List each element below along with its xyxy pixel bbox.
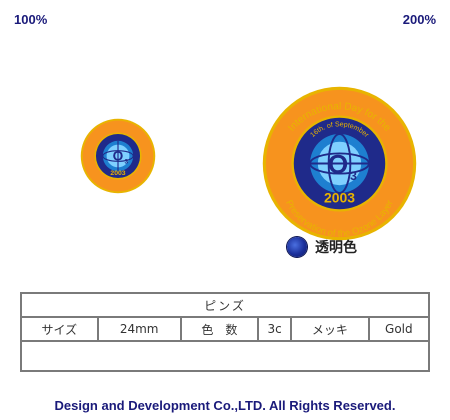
badge-graphic: International Day for the Preservation o… [262,86,417,241]
badge-year: 2003 [324,189,355,205]
swatch-label: 透明色 [315,240,357,256]
zoom-100-label: 100% [14,12,48,27]
plating-value: Gold [367,316,431,342]
badge-200: International Day for the Preservation o… [262,86,417,241]
spec-empty-row [20,340,430,372]
badge-center-subscript: 3 [350,169,357,183]
badge-100: O 3 2003 [80,118,156,194]
copyright-footer: Design and Development Co.,LTD. All Righ… [54,398,396,413]
transparent-color-swatch [287,237,307,257]
color-count-label: 色 数 [179,316,260,342]
plating-label: メッキ [290,316,370,342]
svg-text:O: O [113,149,124,164]
color-swatch-row: 透明色 [287,237,357,257]
size-label: サイズ [20,316,99,342]
zoom-200-label: 200% [402,12,436,27]
color-count-value: 3c [257,316,293,342]
svg-text:3: 3 [124,159,128,166]
spec-title: ピンズ [20,292,430,318]
badge-graphic: O 3 2003 [80,118,156,194]
spec-table: ピンズ サイズ 24mm 色 数 3c メッキ Gold [20,292,431,372]
size-value: 24mm [96,316,182,342]
badge-center-o: O [328,149,348,179]
svg-text:2003: 2003 [110,170,125,177]
